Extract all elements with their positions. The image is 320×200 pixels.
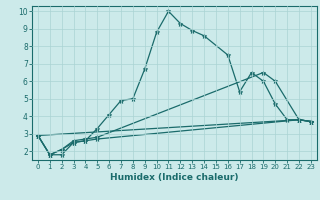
X-axis label: Humidex (Indice chaleur): Humidex (Indice chaleur) [110, 173, 239, 182]
